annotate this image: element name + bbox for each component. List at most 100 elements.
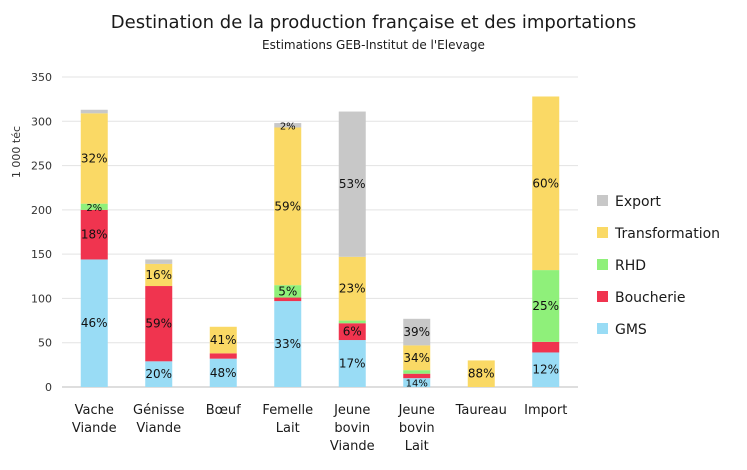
segment-label: 6% [343, 325, 362, 339]
y-tick-label: 50 [38, 337, 52, 350]
gridlines [62, 76, 578, 388]
legend-swatch [597, 259, 608, 270]
segment-label: 34% [403, 351, 430, 365]
segment-labels: 46% 18% 2% 32% 20% 59% 16% 48% 41% 33% 5% 59% 2% 17% 6… [81, 121, 559, 389]
segment-label: 60% [532, 176, 559, 190]
segment-label: 18% [81, 228, 108, 242]
legend-label: Boucherie [615, 290, 686, 306]
y-tick-label: 200 [31, 204, 52, 217]
bar-segment [532, 352, 560, 387]
bar-segment [532, 96, 560, 271]
bar-segment [274, 127, 302, 286]
bar-segment [403, 370, 431, 374]
y-axis-label: 1 000 téc [10, 126, 23, 178]
x-category-label-line: Viande [72, 421, 117, 436]
bar-segment [209, 353, 237, 359]
legend-label: RHD [615, 258, 646, 274]
legend-label: GMS [615, 322, 647, 338]
x-category-label: Jeune bovin Lait [398, 403, 435, 454]
segment-label: 48% [210, 366, 237, 380]
segment-label: 39% [403, 325, 430, 339]
segment-label: 41% [210, 333, 237, 347]
x-category-label-line: Femelle [262, 403, 313, 418]
segment-label: 46% [81, 316, 108, 330]
x-category-label-line: Jeune [398, 403, 435, 418]
bar-segment [338, 320, 366, 324]
x-category-label-line: bovin [399, 421, 435, 436]
x-category-label: Femelle Lait [262, 403, 313, 436]
x-category-label: Taureau [455, 403, 507, 418]
segment-label: 14% [406, 379, 428, 390]
x-category-label-line: Lait [276, 421, 300, 436]
segment-label: 12% [532, 363, 559, 377]
segment-label: 20% [145, 367, 172, 381]
y-tick-label: 250 [31, 160, 52, 173]
legend-swatch [597, 227, 608, 238]
segment-label: 17% [339, 357, 366, 371]
x-category-label-line: Lait [405, 439, 429, 454]
y-tick-label: 300 [31, 115, 52, 128]
x-category-label: Import [524, 403, 567, 418]
bar-segment [209, 326, 237, 354]
bar-segment [532, 270, 560, 342]
legend-swatch [597, 291, 608, 302]
bar-segment [403, 345, 431, 371]
bar-segment [145, 263, 173, 287]
segment-label: 2% [86, 203, 102, 214]
bar-segment [532, 341, 560, 353]
segment-label: 23% [339, 282, 366, 296]
bar-segment [274, 123, 302, 128]
x-category-label-line: Vache [75, 403, 114, 418]
x-category-label: Génisse Viande [133, 403, 184, 436]
bar-segment [274, 301, 302, 387]
bar-segment [338, 256, 366, 321]
legend-swatch [597, 195, 608, 206]
bar-segment [80, 203, 108, 210]
x-category-label-line: Viande [136, 421, 181, 436]
bar-segment [80, 259, 108, 387]
x-category-label-line: Bœuf [206, 403, 241, 418]
bar-segment [145, 286, 173, 362]
x-category-label-line: Génisse [133, 403, 184, 418]
legend: Export Transformation RHD Boucherie GMS [597, 194, 720, 338]
segment-label: 59% [145, 317, 172, 331]
segment-label: 88% [468, 367, 495, 381]
bar-segment [209, 358, 237, 387]
bar-segment [467, 360, 495, 387]
x-category-label-line: bovin [334, 421, 370, 436]
segment-label: 33% [274, 337, 301, 351]
x-category-label-line: Jeune [333, 403, 370, 418]
segment-label: 25% [532, 299, 559, 313]
bar-segment [403, 378, 431, 387]
bar-segment [403, 373, 431, 379]
axes: 0 50 100 150 200 250 300 350 1 000 téc Vache Viand… [10, 71, 567, 454]
bar-segment [274, 297, 302, 302]
y-tick-label: 350 [31, 71, 52, 84]
x-category-label-line: Import [524, 403, 567, 418]
bars [80, 96, 560, 387]
bar-segment [274, 285, 302, 298]
bar-segment [403, 318, 431, 346]
segment-label: 5% [278, 284, 297, 298]
legend-label: Transformation [614, 226, 720, 242]
x-category-label: Jeune bovin Viande [330, 403, 375, 454]
bar-segment [145, 361, 173, 387]
segment-label: 2% [280, 121, 296, 132]
y-tick-label: 0 [45, 381, 52, 394]
legend-label: Export [615, 194, 661, 210]
x-category-label: Vache Viande [72, 403, 117, 436]
chart-subtitle: Estimations GEB-Institut de l'Elevage [262, 38, 485, 52]
bar-segment [145, 259, 173, 264]
bar-segment [338, 111, 366, 257]
legend-swatch [597, 323, 608, 334]
y-tick-label: 100 [31, 292, 52, 305]
segment-label: 32% [81, 151, 108, 165]
x-category-label-line: Viande [330, 439, 375, 454]
segment-label: 59% [274, 199, 301, 213]
segment-label: 16% [145, 268, 172, 282]
bar-segment [338, 323, 366, 341]
bar-segment [80, 209, 108, 260]
y-tick-label: 150 [31, 248, 52, 261]
chart-title: Destination de la production française e… [110, 12, 637, 33]
